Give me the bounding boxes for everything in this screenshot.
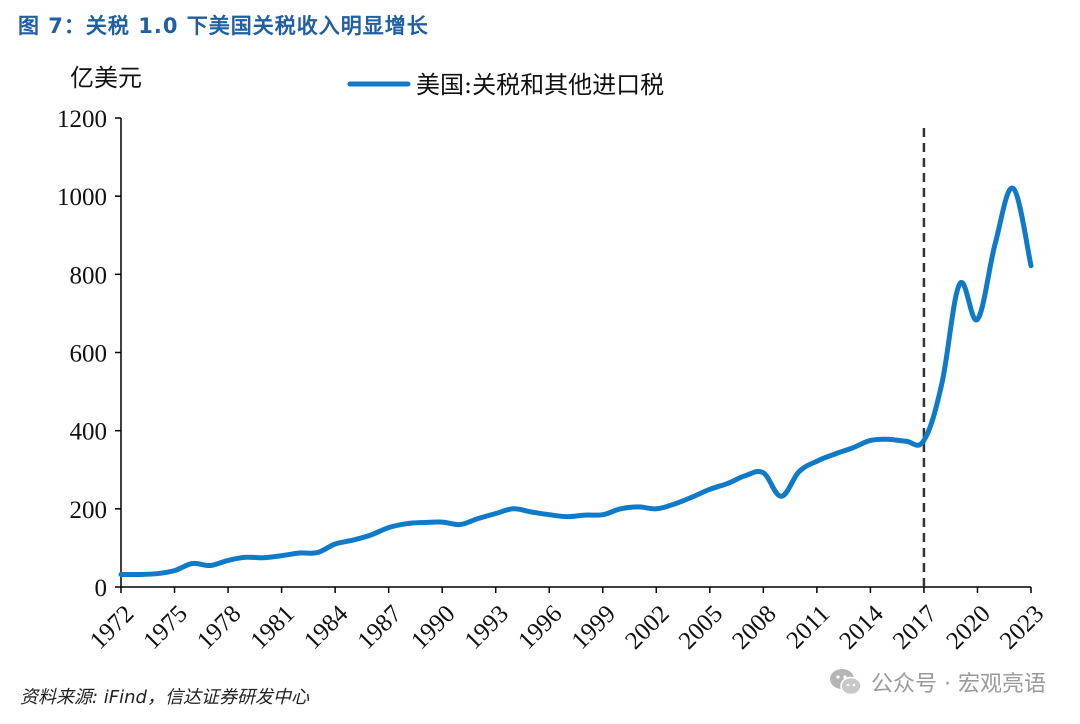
y-tick-label: 1200: [57, 106, 107, 133]
x-tick-label: 1984: [299, 600, 354, 655]
x-tick-label: 1996: [513, 600, 567, 654]
watermark-text: 公众号 · 宏观亮语: [871, 672, 1046, 697]
x-tick-label: 1975: [138, 600, 192, 654]
y-tick-label: 600: [70, 341, 108, 368]
figure-title: 图 7：关税 1.0 下美国关税收入明显增长: [18, 14, 429, 38]
x-tick-label: 1972: [85, 600, 139, 654]
chart-axes: [115, 117, 1032, 593]
x-tick-label: 2017: [888, 600, 942, 654]
x-tick-label: 2008: [727, 600, 781, 654]
x-tick-label: 1999: [567, 600, 621, 654]
x-tick-label: 2020: [941, 600, 995, 654]
y-tick-label: 400: [70, 419, 108, 446]
x-tick-label: 1990: [406, 600, 460, 654]
x-tick-label: 2005: [674, 600, 728, 654]
y-tick-label: 200: [70, 497, 108, 524]
x-tick-label: 1981: [246, 600, 300, 654]
watermark: 公众号 · 宏观亮语: [829, 666, 1046, 698]
x-tick-label: 1993: [460, 600, 514, 654]
x-tick-label: 1978: [192, 600, 246, 654]
legend-label: 美国:关税和其他进口税: [416, 71, 664, 99]
x-tick-label: 1987: [353, 600, 407, 654]
source-note: 资料来源: iFind，信达证券研发中心: [20, 687, 309, 708]
y-axis-unit: 亿美元: [70, 64, 142, 92]
x-tick-label: 2014: [834, 600, 889, 655]
y-tick-label: 800: [70, 262, 108, 289]
series-line-0: [118, 185, 1034, 578]
y-tick-label: 0: [95, 575, 108, 602]
y-tick-label: 1000: [57, 184, 107, 211]
wechat-icon: [830, 669, 862, 696]
x-tick-label: 2011: [781, 600, 835, 654]
x-tick-label: 2002: [620, 600, 674, 654]
chart-marks: [118, 128, 1034, 587]
x-tick-label: 2023: [995, 600, 1049, 654]
